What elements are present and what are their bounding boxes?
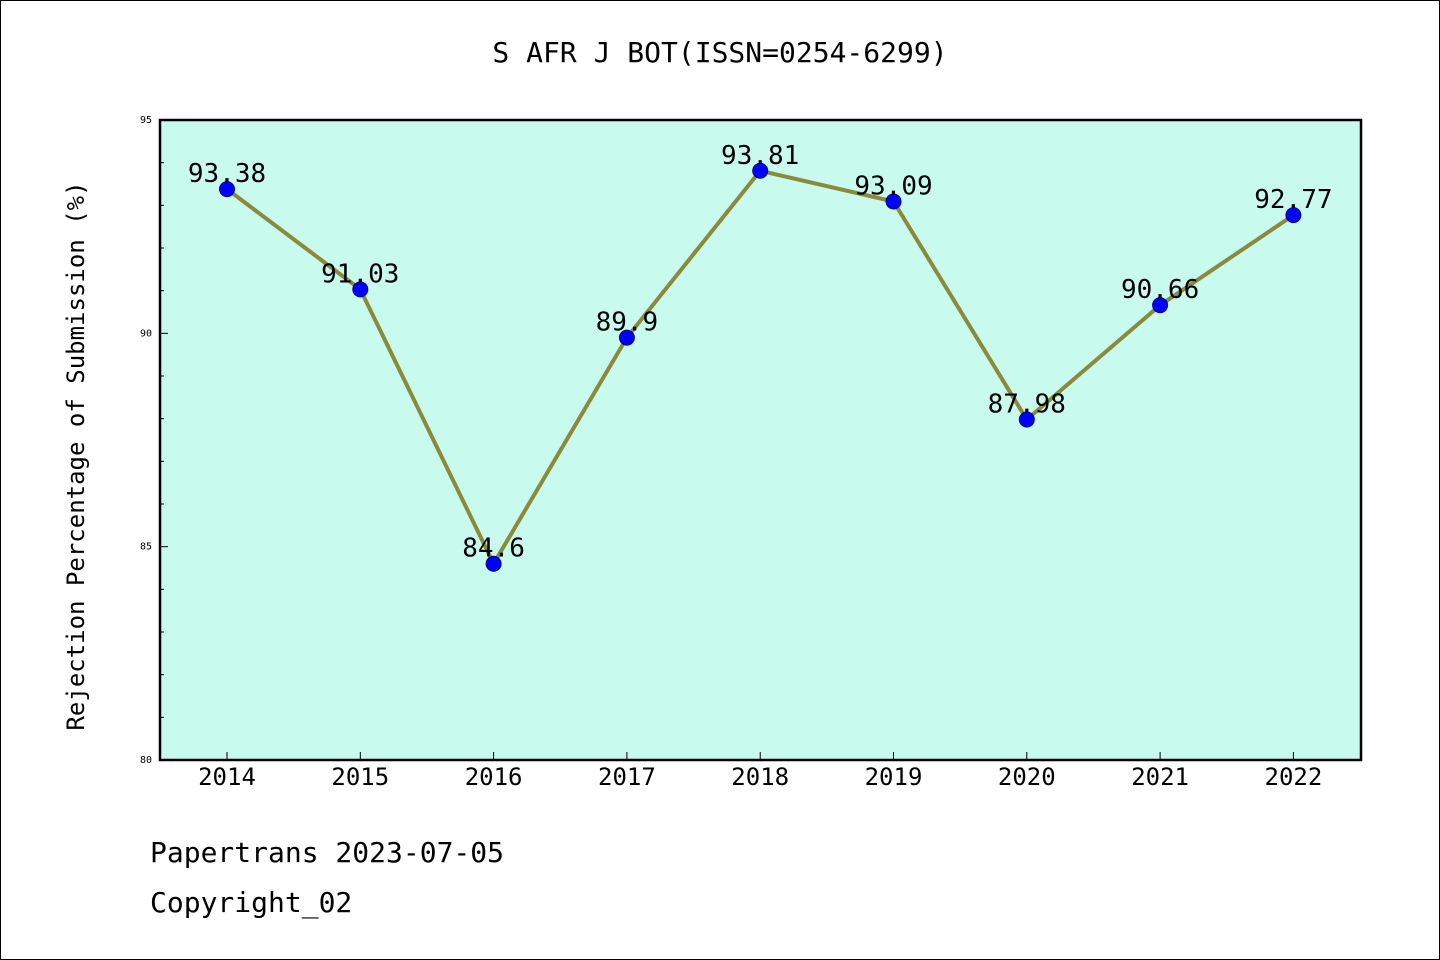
data-label: 91.03 (321, 259, 399, 289)
y-axis-label: Rejection Percentage of Submission (%) (62, 181, 90, 730)
y-tick-label: 95 (140, 115, 152, 126)
data-point (1152, 297, 1169, 314)
x-tick-label: 2017 (598, 763, 656, 791)
y-tick-label: 80 (140, 755, 152, 766)
data-point (352, 281, 369, 298)
x-tick-label: 2022 (1265, 763, 1323, 791)
x-tick-label: 2019 (865, 763, 923, 791)
data-point (618, 329, 635, 346)
x-tick-label: 2016 (465, 763, 523, 791)
data-point (219, 181, 235, 198)
data-label: 90.66 (1121, 275, 1199, 305)
plot-area (158, 118, 1363, 762)
data-label: 93.38 (188, 159, 266, 189)
data-label: 92.77 (1254, 185, 1332, 215)
data-label: 87.98 (988, 390, 1066, 420)
y-tick-label: 85 (140, 542, 152, 553)
x-tick-label: 2021 (1131, 763, 1189, 791)
data-point (752, 162, 769, 179)
footer-copyright: Copyright_02 (150, 886, 353, 919)
x-tick-label: 2018 (731, 763, 789, 791)
y-tick-label: 90 (140, 328, 152, 339)
x-tick-label: 2015 (331, 763, 389, 791)
footer-source: Papertrans 2023-07-05 (150, 836, 505, 869)
data-label: 89.9 (596, 308, 659, 338)
data-label: 84.6 (462, 534, 525, 564)
data-point (1018, 411, 1035, 428)
data-point (485, 555, 502, 572)
x-tick-label: 2014 (198, 763, 256, 791)
data-point (885, 193, 902, 210)
x-tick-label: 2020 (998, 763, 1056, 791)
data-point (1285, 207, 1302, 224)
data-label: 93.81 (721, 141, 799, 171)
data-label: 93.09 (854, 171, 932, 201)
chart-title: S AFR J BOT(ISSN=0254-6299) (492, 36, 948, 69)
